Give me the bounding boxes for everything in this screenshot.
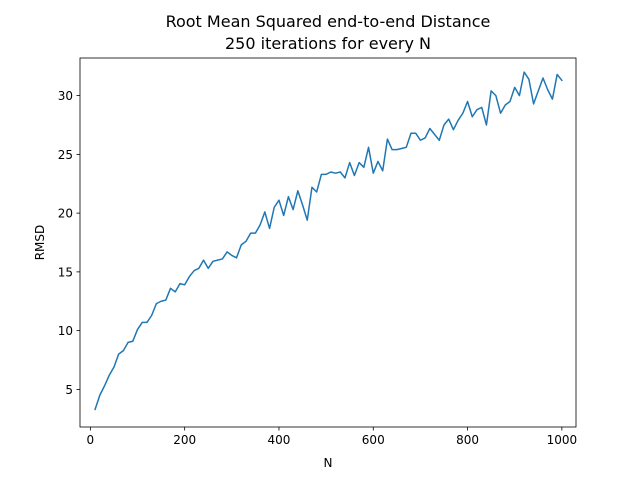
y-tick-label: 20 <box>58 207 73 221</box>
x-axis-label: N <box>324 456 333 470</box>
y-axis-label: RMSD <box>33 225 47 261</box>
series-line <box>94 71 563 411</box>
y-tick-label: 5 <box>65 383 73 397</box>
x-tick-label: 0 <box>87 433 95 447</box>
y-tick-label: 30 <box>58 89 73 103</box>
y-tick-label: 25 <box>58 148 73 162</box>
chart-title-line-1: Root Mean Squared end-to-end Distance <box>166 12 491 31</box>
plot-area-frame <box>79 57 577 428</box>
x-tick-label: 1000 <box>547 433 578 447</box>
x-tick-label: 800 <box>456 433 479 447</box>
y-tick-label: 15 <box>58 265 73 279</box>
x-tick-label: 600 <box>362 433 385 447</box>
x-tick-label: 200 <box>173 433 196 447</box>
axis-ticks: 0 200 400 600 800 1000 5 10 15 20 25 30 <box>58 89 577 447</box>
chart-title-line-2: 250 iterations for every N <box>225 34 431 53</box>
x-tick-label: 400 <box>268 433 291 447</box>
y-tick-label: 10 <box>58 324 73 338</box>
